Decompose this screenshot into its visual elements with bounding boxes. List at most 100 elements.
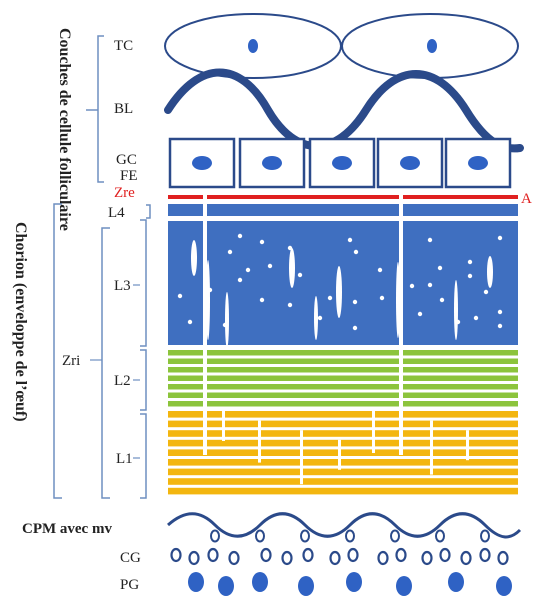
label-tc: TC	[114, 38, 133, 54]
l3-pore	[317, 315, 323, 321]
l3-pore	[439, 297, 445, 303]
l1-channel	[300, 430, 303, 485]
pg-granule	[188, 572, 204, 592]
cg-granule	[329, 550, 341, 566]
l3-pore	[177, 293, 183, 299]
microvillus	[435, 529, 445, 543]
cg-granule	[228, 550, 240, 566]
l2-stripe	[168, 401, 518, 407]
cg-granules	[170, 547, 509, 566]
gc-nucleus	[468, 156, 488, 170]
l3-pore	[427, 237, 433, 243]
l3-pore	[379, 295, 385, 301]
label-l4: L4	[108, 205, 125, 221]
l2-stripe	[168, 358, 518, 364]
l3-pore	[187, 319, 193, 325]
l1-stripe	[168, 459, 518, 466]
l1-channel	[222, 411, 225, 441]
l3-pore	[287, 302, 293, 308]
l2-stripe	[168, 350, 518, 356]
cg-granule	[347, 547, 359, 563]
l4-layer	[168, 204, 518, 216]
gc-nucleus	[192, 156, 212, 170]
label-bl: BL	[114, 101, 133, 117]
chorion-title: Chorion (enveloppe de l’œuf)	[12, 222, 29, 422]
l3-pore	[352, 299, 358, 305]
microvillus	[345, 529, 355, 543]
l3-pore	[259, 239, 265, 245]
l3-slit	[225, 292, 229, 348]
l3-pore	[259, 297, 265, 303]
l1-channel	[258, 420, 261, 463]
l3-pore	[347, 237, 353, 243]
l3-slit	[314, 296, 318, 340]
l1-stripe	[168, 468, 518, 476]
l3-pore	[427, 282, 433, 288]
cg-granule	[421, 550, 433, 566]
label-cg: CG	[120, 550, 141, 566]
l3-pore	[245, 267, 251, 273]
pore-channels	[203, 190, 403, 455]
microvillus	[300, 529, 310, 543]
cg-granule	[460, 550, 472, 566]
l1-stripe	[168, 487, 518, 495]
l1-bracket	[140, 413, 147, 499]
label-a: A	[521, 191, 532, 207]
pg-granule	[298, 576, 314, 596]
l2-bracket	[140, 349, 147, 411]
pg-granule	[496, 576, 512, 596]
l1-layer	[168, 411, 518, 495]
label-l1: L1	[116, 451, 133, 467]
label-zre: Zre	[114, 185, 135, 201]
l2-stripe	[168, 375, 518, 381]
cg-granule	[260, 547, 272, 563]
l3-layer	[168, 221, 518, 345]
bl-basal-lamina	[164, 68, 524, 153]
l3-slit	[487, 256, 493, 288]
cg-granule	[207, 547, 219, 563]
label-fe: FE	[120, 168, 138, 184]
l1-channel	[466, 430, 469, 461]
l1-stripe	[168, 478, 518, 485]
pg-granule	[218, 576, 234, 596]
l3-pore	[467, 259, 473, 265]
l3-pore	[297, 272, 303, 278]
tc-nucleus	[248, 39, 258, 53]
label-gc: GC	[116, 152, 137, 168]
tc-nucleus	[427, 39, 437, 53]
microvillus	[480, 529, 490, 543]
pg-granule	[396, 576, 412, 596]
gc-nucleus	[400, 156, 420, 170]
pg-granule	[448, 572, 464, 592]
l3-pore	[377, 267, 383, 273]
label-l2: L2	[114, 373, 131, 389]
l2-stripe	[168, 367, 518, 373]
l1-stripe	[168, 449, 518, 456]
label-zri: Zri	[62, 353, 80, 369]
l3-pore	[409, 283, 415, 289]
label-pg: PG	[120, 577, 139, 593]
label-cpm: CPM avec mv	[22, 521, 112, 537]
l3-pore	[327, 295, 333, 301]
couches-bracket	[97, 35, 104, 183]
microvillus	[255, 529, 265, 543]
cg-granule	[497, 550, 509, 566]
l3-slit	[454, 280, 458, 340]
l1-channel	[338, 439, 341, 470]
microvillus	[390, 529, 400, 543]
cg-granule	[377, 550, 389, 566]
gc-nucleus	[332, 156, 352, 170]
microvillus	[210, 529, 220, 543]
l3-pore	[483, 289, 489, 295]
l3-pore	[237, 277, 243, 283]
l3-pore	[497, 309, 503, 315]
microvilli	[210, 529, 490, 543]
l1-stripe	[168, 411, 518, 418]
zri-bracket	[101, 227, 110, 499]
cg-granule	[395, 547, 407, 563]
l3-pore	[467, 273, 473, 279]
gc-cells	[168, 137, 512, 189]
l3-pore	[497, 235, 503, 241]
cg-granule	[188, 550, 200, 566]
